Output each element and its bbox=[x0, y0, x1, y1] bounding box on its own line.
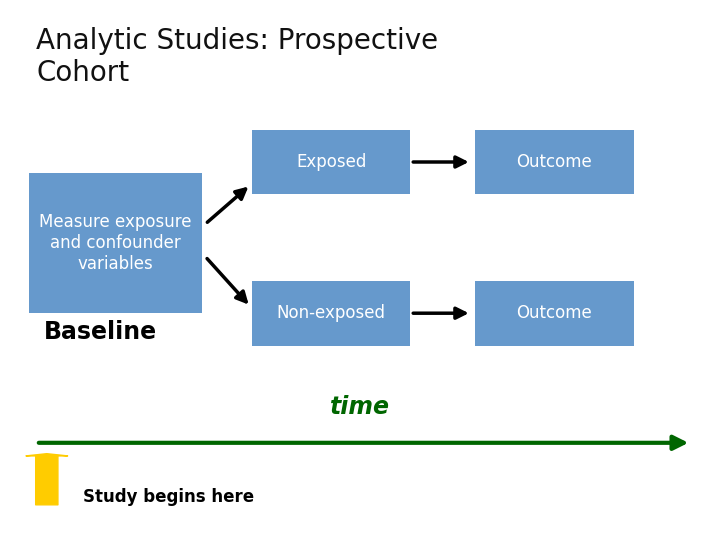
Text: time: time bbox=[330, 395, 390, 418]
Text: Analytic Studies: Prospective
Cohort: Analytic Studies: Prospective Cohort bbox=[36, 27, 438, 87]
Text: Exposed: Exposed bbox=[296, 153, 366, 171]
FancyBboxPatch shape bbox=[475, 281, 634, 346]
Text: Non-exposed: Non-exposed bbox=[276, 304, 386, 322]
FancyBboxPatch shape bbox=[475, 130, 634, 194]
Text: Measure exposure
and confounder
variables: Measure exposure and confounder variable… bbox=[39, 213, 192, 273]
FancyBboxPatch shape bbox=[252, 281, 410, 346]
FancyBboxPatch shape bbox=[29, 173, 202, 313]
Text: Study begins here: Study begins here bbox=[83, 488, 254, 506]
Text: Outcome: Outcome bbox=[516, 304, 593, 322]
Text: Outcome: Outcome bbox=[516, 153, 593, 171]
FancyBboxPatch shape bbox=[252, 130, 410, 194]
Text: Baseline: Baseline bbox=[44, 320, 158, 344]
